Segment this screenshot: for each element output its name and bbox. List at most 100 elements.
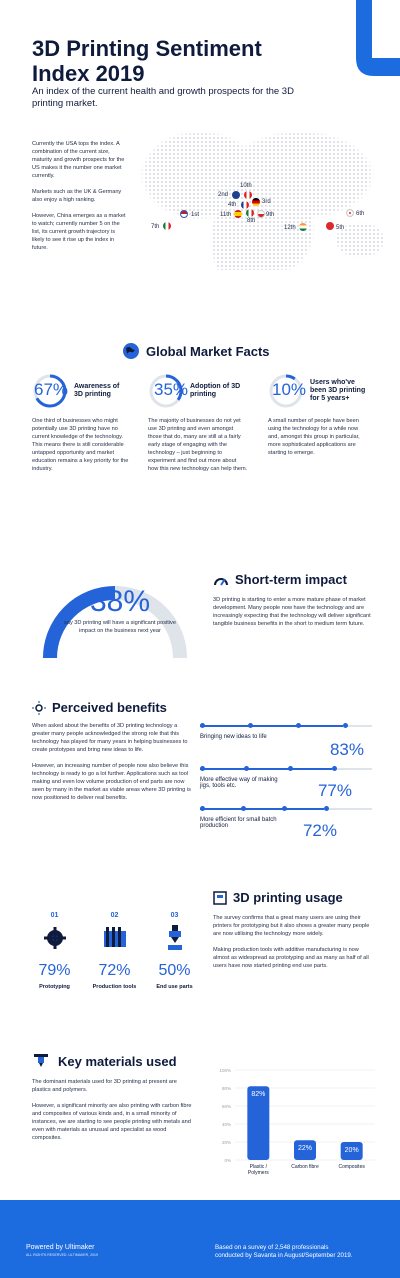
chart-y-tick-label: 80% [222, 1086, 231, 1091]
fact-adoption: 35% Adoption of 3D printing The majority… [148, 373, 258, 473]
globe-icon [123, 343, 139, 359]
flag-10th-icon [244, 191, 252, 199]
rank-label-12th: 12th [284, 225, 296, 231]
benefits-heading: Perceived benefits [32, 700, 167, 715]
rank-label-2nd: 2nd [218, 192, 229, 198]
intro-text: Currently the USA tops the index. A comb… [32, 141, 126, 251]
usage-production-tools: 02 72% Production tools [92, 912, 137, 990]
fact-body: One third of businesses who might potent… [32, 418, 129, 472]
italy-flag-icon [246, 209, 254, 217]
fact-title: Awareness of 3D printing [74, 383, 120, 398]
usa-flag-icon [180, 210, 188, 218]
usage-end-use-parts: 03 50% End use parts [156, 912, 193, 990]
impact-arc-gauge [43, 586, 187, 659]
fact-title: Users who've been 3D printing for 5 year… [310, 379, 366, 402]
benefit-pct: 72% [302, 821, 337, 840]
footer-powered-by: Powered by Ultimaker [26, 1244, 95, 1251]
rank-label-10th: 10th [240, 183, 252, 189]
impact-stat: 38% say 3D printing will have a signific… [60, 585, 180, 635]
fact-pct: 35% [154, 380, 189, 399]
chart-bar [294, 1140, 316, 1160]
fact-users-5-years: 10% Users who've been 3D printing for 5 … [268, 373, 378, 457]
rank-label-3rd: 3rd [262, 199, 271, 205]
france-flag-icon [241, 201, 249, 209]
chart-y-tick-label: 40% [222, 1122, 231, 1127]
lightbulb-burst-icon [32, 700, 46, 715]
rank-label-5th: 5th [336, 225, 345, 231]
chart-data-label: 22% [298, 1145, 312, 1152]
rank-label-8th: 8th [247, 218, 256, 224]
map-marker-1st [180, 210, 188, 218]
rank-label-11th: 11th [220, 212, 232, 218]
chart-category-label: Composites [338, 1164, 365, 1170]
benefit-label: More effective way of making jigs, tools… [200, 777, 278, 789]
gear-icon [43, 927, 66, 949]
materials-bar-chart: 100% 80% 60% 40% 20% 0% 82% Plastic /Polymers 22… [219, 1068, 375, 1176]
fact-ring: 10% [268, 373, 307, 409]
benefit-row-ideas: Bringing new ideas to life 83% [200, 722, 372, 760]
materials-text: The dominant materials used for 3D print… [32, 1079, 192, 1141]
usage-stats: 01 79% Prototyping 02 72% Production too… [32, 912, 197, 990]
footer: Powered by Ultimaker ALL RIGHTS RESERVED… [0, 1200, 400, 1278]
chart-category-label: Polymers [248, 1170, 269, 1176]
benefit-row-jigs: More effective way of making jigs, tools… [200, 765, 372, 801]
fact-pct: 67% [34, 380, 69, 399]
chart-y-tick-label: 100% [219, 1068, 231, 1073]
chart-y-tick-label: 0% [224, 1158, 231, 1163]
benefit-label: More efficient for small batch productio… [200, 817, 277, 829]
benefit-bar-fill [200, 725, 343, 727]
chart-category-label: Plastic / [250, 1164, 268, 1170]
printer-icon [213, 890, 227, 905]
benefit-row-batch: More efficient for small batch productio… [200, 805, 372, 841]
spain-flag-icon [234, 210, 242, 218]
fact-body: The majority of businesses do not yet us… [148, 418, 248, 472]
world-map [140, 120, 390, 270]
footer-survey: Based on a survey of 2,548 professionals… [215, 1244, 353, 1259]
fact-title: Adoption of 3D printing [190, 383, 241, 398]
usage-text: The survey confirms that a great many us… [213, 915, 370, 969]
mexico-flag-icon [163, 222, 171, 230]
short-term-heading: Short-term impact [213, 572, 347, 587]
brand-corner-mark [356, 0, 400, 76]
chart-bar [340, 1142, 363, 1160]
chart-y-tick-label: 60% [222, 1104, 231, 1109]
uk-flag-icon [232, 191, 240, 199]
chart-data-label: 20% [345, 1147, 359, 1154]
materials-heading: Key materials used [32, 1052, 177, 1070]
benefit-bar-fill [200, 768, 332, 770]
nozzle-icon [167, 925, 182, 950]
page-subtitle: An index of the current health and growt… [32, 86, 294, 109]
footer-rights: ALL RIGHTS RESERVED. ULTIMAKER, 2019 [26, 1253, 98, 1257]
rank-label-6th: 6th [356, 211, 365, 217]
benefit-pct: 83% [329, 740, 364, 759]
impact-caption: say 3D printing will have a significant … [64, 620, 176, 634]
india-flag-icon [299, 223, 307, 231]
fact-body: A small number of people have been using… [268, 418, 360, 456]
fact-ring: 35% [148, 373, 188, 409]
fact-pct: 10% [272, 380, 307, 399]
extruder-icon [34, 1054, 48, 1067]
short-term-body: 3D printing is starting to enter a more … [213, 597, 371, 627]
benefit-label: Bringing new ideas to life [200, 734, 267, 740]
rank-label-1st: 1st [191, 212, 200, 218]
benefit-pct: 77% [317, 781, 352, 800]
tools-icon [103, 927, 126, 947]
speedometer-icon [214, 577, 228, 586]
fact-awareness: 67% Awareness of 3D printing One third o… [32, 373, 142, 473]
rank-label-4th: 4th [228, 202, 237, 208]
chart-y-tick-label: 20% [222, 1140, 231, 1145]
benefits-text: When asked about the benefits of 3D prin… [32, 723, 191, 801]
benefit-bar-fill [200, 808, 324, 810]
global-facts-heading: Global Market Facts [122, 342, 270, 360]
germany-flag-icon [252, 198, 260, 206]
japan-flag-icon [346, 209, 354, 217]
page-title: 3D Printing Sentiment Index 2019 [32, 36, 262, 86]
impact-pct: 38% [89, 585, 151, 618]
chart-data-label: 82% [251, 1091, 265, 1098]
chart-category-label: Carbon fibre [291, 1164, 319, 1170]
rank-label-7th: 7th [151, 224, 160, 230]
usage-prototyping: 01 79% Prototyping [38, 912, 71, 990]
china-flag-icon [326, 222, 334, 230]
rank-label-9th: 9th [266, 212, 275, 218]
fact-ring: 67% [32, 373, 68, 409]
